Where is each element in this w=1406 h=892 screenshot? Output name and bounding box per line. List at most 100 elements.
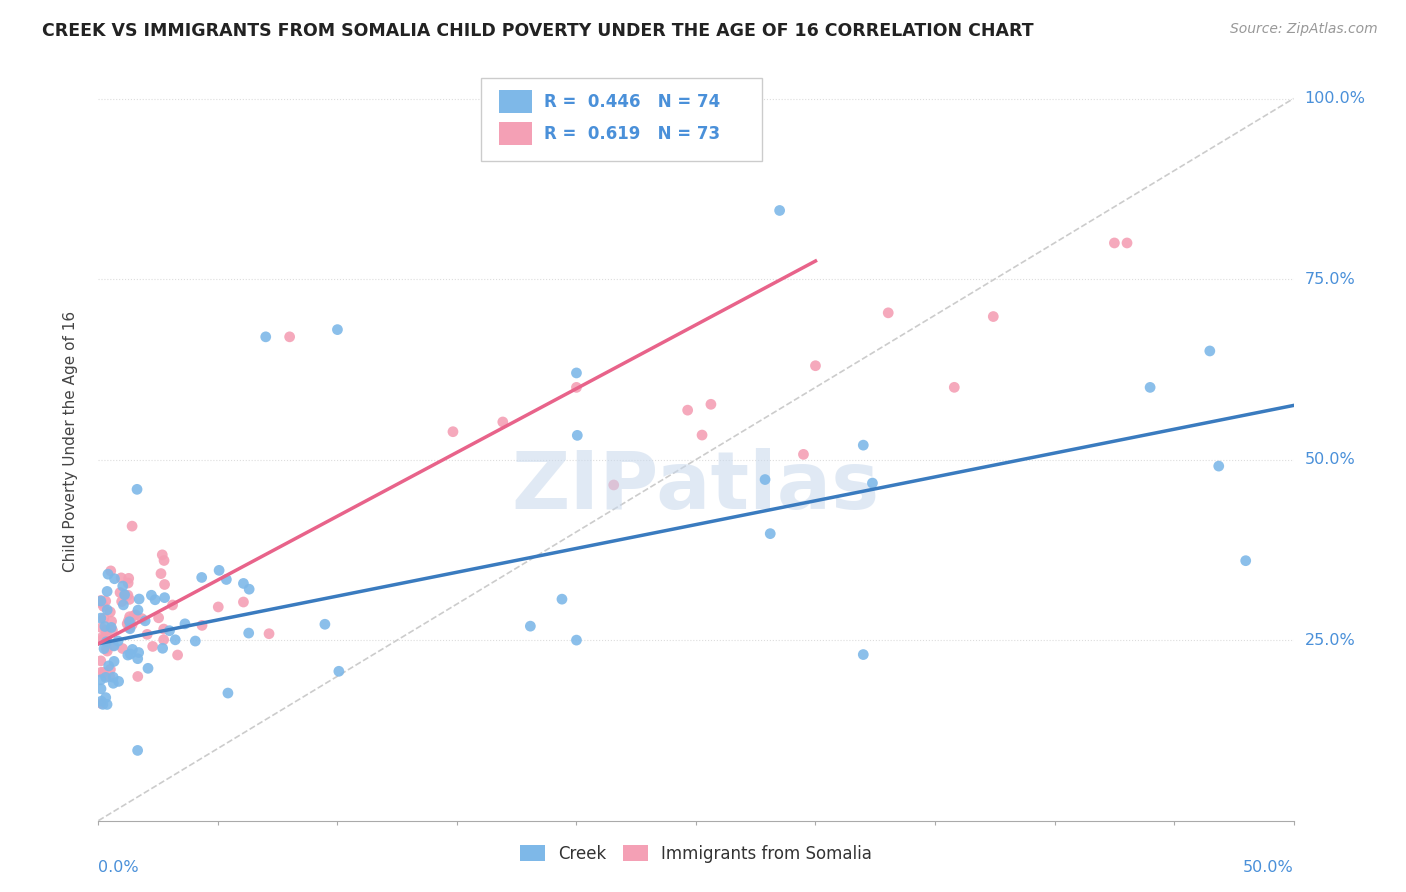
Point <box>96 584 118 599</box>
Point <box>603 478 626 492</box>
Text: 25.0%: 25.0% <box>1305 632 1355 648</box>
Point <box>97 659 120 673</box>
Point <box>117 588 139 602</box>
Point <box>217 686 239 700</box>
Point <box>96 603 118 617</box>
Point <box>90 596 112 610</box>
Point <box>96 641 118 656</box>
Point <box>981 310 1004 324</box>
Point <box>96 624 118 638</box>
Point <box>852 438 875 452</box>
Point <box>103 639 125 653</box>
Point <box>152 641 174 656</box>
Point <box>100 564 122 578</box>
Point <box>141 588 163 602</box>
Point <box>134 614 156 628</box>
Point <box>97 567 120 582</box>
Point <box>676 403 699 417</box>
Point <box>128 646 150 660</box>
Point <box>122 608 145 623</box>
Point <box>90 611 112 625</box>
Point <box>127 743 149 757</box>
Y-axis label: Child Poverty Under the Age of 16: Child Poverty Under the Age of 16 <box>63 311 77 572</box>
Point <box>153 591 176 605</box>
Point <box>565 633 588 648</box>
Point <box>93 641 115 656</box>
Point <box>184 634 207 648</box>
Text: 75.0%: 75.0% <box>1305 271 1355 286</box>
Point <box>96 644 118 658</box>
Point <box>690 428 713 442</box>
Point <box>91 632 114 647</box>
Point <box>150 548 173 562</box>
Text: 100.0%: 100.0% <box>1305 91 1365 106</box>
Point <box>93 665 115 680</box>
Point <box>111 579 134 593</box>
Point <box>943 380 966 394</box>
Point <box>519 619 541 633</box>
Point <box>90 681 112 696</box>
Point <box>90 654 112 668</box>
Point <box>96 626 118 640</box>
Point <box>232 576 254 591</box>
Point <box>148 611 170 625</box>
Point <box>94 619 117 633</box>
Point <box>492 415 515 429</box>
Point <box>1139 380 1161 394</box>
Point <box>1234 554 1257 568</box>
Text: 50.0%: 50.0% <box>1243 860 1294 874</box>
Point <box>162 598 184 612</box>
Point <box>174 616 197 631</box>
Point <box>90 594 112 608</box>
Point <box>101 639 124 653</box>
Point <box>441 425 464 439</box>
Point <box>1104 235 1126 250</box>
Point <box>754 473 776 487</box>
Point <box>127 669 149 683</box>
Point <box>96 634 118 648</box>
Point <box>159 624 181 638</box>
Point <box>127 603 149 617</box>
Point <box>121 642 143 657</box>
Point <box>207 599 229 614</box>
Point <box>567 428 589 442</box>
Point <box>143 592 166 607</box>
Point <box>100 620 122 634</box>
Point <box>93 599 115 614</box>
Point <box>124 607 146 622</box>
Point <box>90 631 112 645</box>
Point <box>152 622 174 636</box>
Point <box>108 585 131 599</box>
Legend: Creek, Immigrants from Somalia: Creek, Immigrants from Somalia <box>513 838 879 869</box>
Point <box>107 674 129 689</box>
Point <box>93 611 115 625</box>
Point <box>90 694 112 708</box>
Point <box>94 670 117 684</box>
Point <box>112 598 135 612</box>
Point <box>862 476 884 491</box>
Point <box>117 576 139 591</box>
Point <box>142 640 165 654</box>
Point <box>115 616 138 631</box>
Point <box>238 582 260 597</box>
Point <box>131 611 153 625</box>
Point <box>117 648 139 662</box>
Point <box>208 563 231 577</box>
Point <box>90 697 112 711</box>
Point <box>100 663 122 677</box>
Point <box>1208 459 1230 474</box>
Point <box>1198 343 1220 358</box>
Point <box>165 632 187 647</box>
Point <box>101 624 124 638</box>
Point <box>118 615 141 629</box>
Point <box>90 665 112 680</box>
Point <box>852 648 875 662</box>
Text: ZIPatlas: ZIPatlas <box>512 448 880 526</box>
Point <box>238 626 260 640</box>
Point <box>190 570 212 584</box>
Point <box>96 698 118 712</box>
Text: 50.0%: 50.0% <box>1305 452 1355 467</box>
Point <box>215 573 238 587</box>
Text: Source: ZipAtlas.com: Source: ZipAtlas.com <box>1230 22 1378 37</box>
FancyBboxPatch shape <box>481 78 762 161</box>
